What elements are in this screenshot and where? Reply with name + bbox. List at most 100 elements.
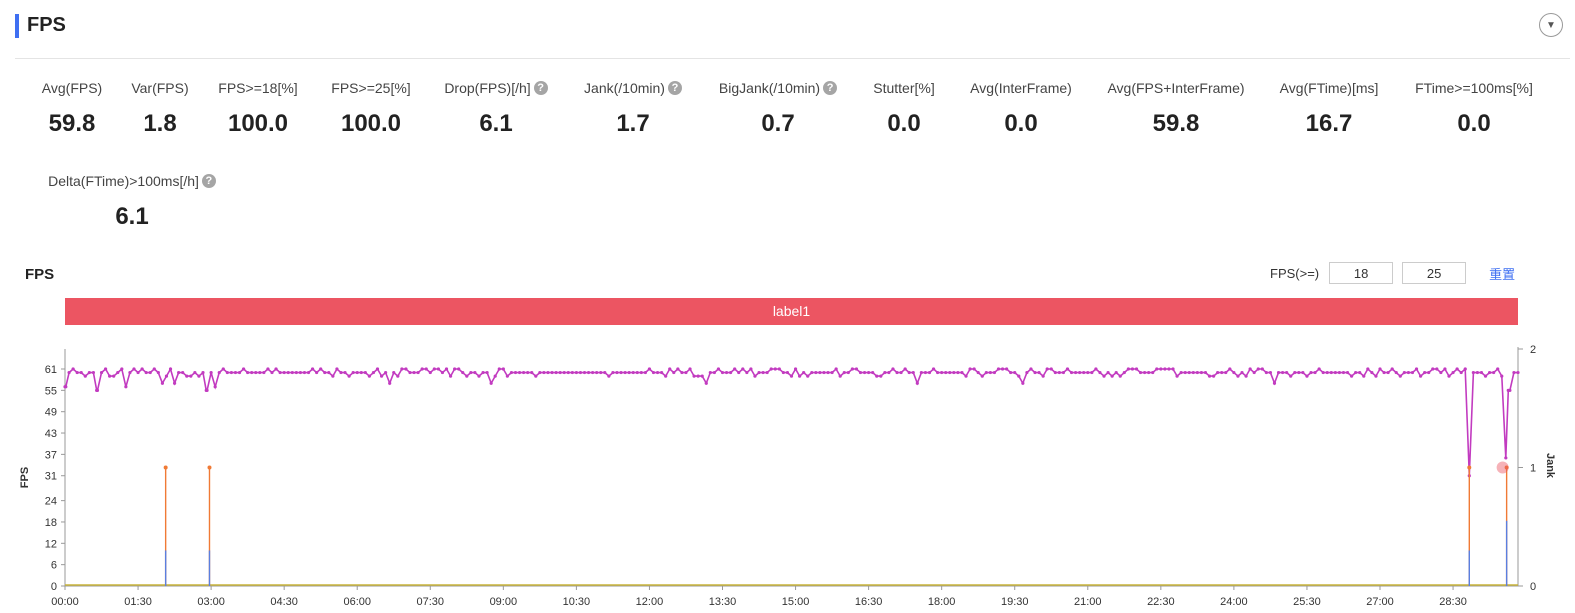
fps-data-point [850, 367, 854, 371]
fps-data-point [294, 370, 298, 375]
metric-label: Drop(FPS)[/h]? [444, 80, 548, 96]
fps-data-point [688, 367, 692, 371]
fps-data-point [1244, 374, 1248, 378]
fps-data-point [700, 374, 704, 378]
fps-data-point [1301, 370, 1305, 375]
fps-data-point [83, 374, 87, 378]
jank-point [163, 465, 168, 470]
metric-value: 6.1 [115, 203, 149, 230]
fps-data-point [136, 370, 140, 375]
fps-data-point [1013, 370, 1017, 375]
jank-point [1504, 465, 1509, 470]
metric-label-text: FPS>=25[%] [331, 80, 411, 96]
fps-data-point [1333, 370, 1337, 375]
fps-data-point [1410, 370, 1415, 375]
fps-data-point [607, 374, 611, 378]
fps-data-point [79, 370, 83, 375]
fps-data-point [1106, 370, 1110, 375]
fps-data-point [1134, 367, 1139, 371]
fps-data-point [436, 367, 440, 371]
fps-data-point [457, 367, 461, 371]
fps-data-point [132, 367, 136, 371]
reset-link[interactable]: 重置 [1489, 266, 1516, 282]
fps-data-point [940, 370, 944, 375]
fps-data-point [842, 370, 846, 375]
fps-data-point [635, 370, 639, 375]
fps-data-point [375, 367, 380, 371]
fps-data-point [1025, 370, 1029, 375]
help-icon[interactable]: ? [533, 81, 548, 95]
help-icon[interactable]: ? [823, 81, 838, 95]
fps-data-point [75, 370, 79, 375]
metric-label: Avg(FPS) [42, 80, 102, 96]
fps-data-point [1159, 367, 1163, 371]
metric-label: Avg(InterFrame) [970, 80, 1072, 96]
fps-data-point [1516, 370, 1520, 375]
help-icon[interactable]: ? [667, 81, 682, 95]
fps-data-point [444, 367, 449, 371]
metric-tile: Avg(FPS+InterFrame) 59.8 [1076, 80, 1276, 138]
fps-data-point [1195, 370, 1199, 375]
x-tick-label: 13:30 [709, 596, 737, 608]
fps-data-point [1037, 370, 1041, 375]
fps-data-point [87, 370, 91, 375]
fps-data-point [1199, 370, 1204, 375]
fps-data-point [1378, 367, 1382, 371]
fps-data-point [785, 370, 790, 375]
highlighted-jank-marker [1496, 461, 1509, 474]
fps-data-point [1370, 370, 1374, 375]
fps-data-point [493, 374, 497, 378]
metric-tile: Stutter[%] 0.0 [804, 80, 1004, 138]
fps-data-point [392, 370, 396, 375]
fps-data-point [806, 374, 810, 378]
fps-data-point [1329, 370, 1333, 375]
fps-data-point [684, 370, 688, 375]
fps-data-point [534, 374, 538, 378]
fps-data-point [996, 367, 1001, 371]
fps-data-point [733, 367, 737, 371]
fps-data-point [1406, 370, 1411, 375]
fps-data-point [647, 367, 652, 371]
x-tick-label: 01:30 [124, 596, 152, 608]
fps-data-point [229, 370, 234, 375]
x-tick-label: 15:00 [782, 596, 810, 608]
fps-data-point [1191, 370, 1195, 375]
fps-data-point [217, 370, 221, 375]
fps-data-point [749, 367, 753, 371]
fps-data-point [1130, 367, 1135, 371]
fps-data-point [1366, 367, 1370, 371]
fps-threshold-1-input[interactable] [1329, 262, 1394, 284]
metric-value: 100.0 [227, 110, 289, 137]
fps-data-point [1435, 367, 1439, 371]
fps-data-point [258, 370, 262, 375]
metric-label: Jank(/10min)? [584, 80, 682, 96]
fps-data-point [696, 374, 700, 378]
help-icon[interactable]: ? [201, 174, 216, 188]
fps-data-point [388, 381, 392, 385]
fps-data-point [1504, 456, 1508, 460]
fps-data-point [343, 370, 347, 375]
fps-data-point [838, 374, 842, 378]
fps-data-point [964, 374, 968, 378]
fps-data-point [1005, 367, 1009, 371]
fps-data-point [737, 370, 741, 375]
fps-data-point [586, 370, 591, 375]
fps-data-point [931, 367, 936, 371]
label-bar[interactable]: label1 [65, 298, 1518, 325]
fps-data-point [266, 367, 270, 371]
metric-label: FPS>=18[%] [218, 80, 297, 96]
fps-data-point [120, 367, 124, 371]
metric-value: 6.1 [479, 110, 513, 137]
chevron-down-icon[interactable]: ▼ [1539, 13, 1563, 37]
metric-tile: Avg(FTime)[ms] 16.7 [1229, 80, 1429, 138]
fps-data-point [668, 367, 672, 371]
fps-data-point [1045, 367, 1049, 371]
section-accent-bar [15, 14, 19, 38]
fps-data-point [915, 381, 919, 385]
fps-threshold-2-input[interactable] [1402, 262, 1467, 284]
fps-data-point [911, 370, 915, 375]
metric-label-text: FPS>=18[%] [218, 80, 298, 96]
fps-data-point [1337, 370, 1342, 375]
fps-data-point [1252, 370, 1256, 375]
